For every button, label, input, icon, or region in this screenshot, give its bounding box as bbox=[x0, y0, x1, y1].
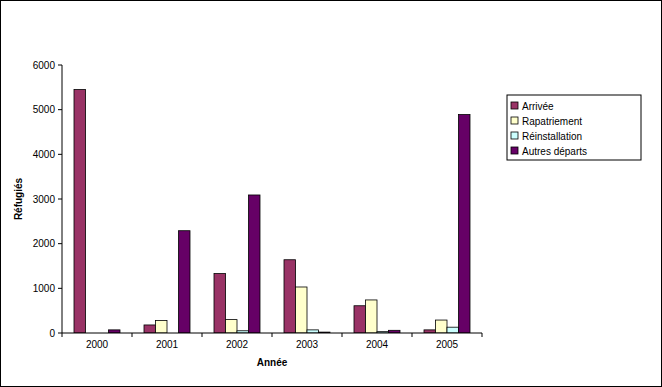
y-axis bbox=[62, 65, 63, 333]
bar bbox=[436, 320, 448, 333]
x-tick-label: 2002 bbox=[226, 339, 249, 350]
x-tick bbox=[482, 333, 483, 337]
y-tick-label: 1000 bbox=[33, 283, 56, 294]
chart-frame bbox=[1, 1, 662, 387]
bar bbox=[156, 320, 168, 333]
y-tick-label: 3000 bbox=[33, 194, 56, 205]
y-tick-label: 2000 bbox=[33, 238, 56, 249]
y-tick bbox=[58, 243, 62, 244]
x-tick-label: 2003 bbox=[296, 339, 319, 350]
y-tick-label: 4000 bbox=[33, 149, 56, 160]
legend-swatch bbox=[511, 102, 518, 109]
legend-swatch bbox=[511, 117, 518, 124]
legend-label: Rapatriement bbox=[522, 116, 582, 127]
legend-label: Autres départs bbox=[522, 146, 587, 157]
legend-box bbox=[507, 95, 641, 160]
legend-swatch bbox=[511, 132, 518, 139]
bar bbox=[354, 306, 366, 333]
bar bbox=[249, 195, 261, 333]
bar bbox=[226, 320, 238, 333]
bar bbox=[74, 90, 86, 333]
x-tick bbox=[202, 333, 203, 337]
bar bbox=[214, 274, 226, 333]
bar bbox=[284, 260, 296, 333]
x-tick bbox=[132, 333, 133, 337]
legend-label: Arrivée bbox=[522, 101, 554, 112]
x-axis-label: Année bbox=[257, 357, 288, 368]
y-tick bbox=[58, 154, 62, 155]
y-tick-label: 5000 bbox=[33, 104, 56, 115]
chart: 0 1000 2000 3000 4000 5000 6000 2000 2001 2002 200… bbox=[0, 0, 662, 387]
x-tick-label: 2001 bbox=[156, 339, 179, 350]
x-tick bbox=[412, 333, 413, 337]
legend-swatch bbox=[511, 147, 518, 154]
x-tick bbox=[272, 333, 273, 337]
bar bbox=[447, 327, 459, 333]
x-tick-label: 2000 bbox=[86, 339, 109, 350]
bar bbox=[179, 231, 191, 333]
x-tick-label: 2004 bbox=[366, 339, 389, 350]
bar bbox=[459, 115, 471, 333]
y-tick bbox=[58, 333, 62, 334]
y-tick-label: 0 bbox=[49, 328, 55, 339]
bar bbox=[296, 287, 308, 333]
y-tick-label: 6000 bbox=[33, 60, 56, 71]
y-axis-label: Réfugiés bbox=[13, 177, 24, 220]
x-tick bbox=[342, 333, 343, 337]
y-tick bbox=[58, 288, 62, 289]
y-tick bbox=[58, 109, 62, 110]
y-tick bbox=[58, 65, 62, 66]
x-tick bbox=[62, 333, 63, 337]
legend-label: Réinstallation bbox=[522, 131, 582, 142]
bars bbox=[74, 90, 470, 333]
y-tick bbox=[58, 199, 62, 200]
bar bbox=[144, 325, 156, 333]
x-tick-label: 2005 bbox=[436, 339, 459, 350]
bar bbox=[366, 300, 378, 333]
